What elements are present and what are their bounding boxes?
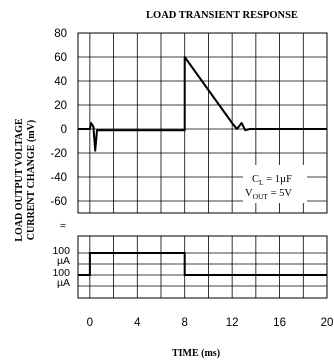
- current-tick-label: 100: [52, 245, 70, 257]
- x-tick-label: 12: [226, 317, 239, 329]
- current-tick-unit: µA: [57, 255, 70, 267]
- series-voltage: [78, 56, 327, 152]
- y-tick-label: 80: [54, 28, 67, 40]
- y-tick-label: 60: [54, 52, 67, 64]
- y-tick-label: -20: [50, 148, 67, 160]
- annotation-line1: CL = 1µF: [252, 174, 292, 187]
- current-tick-unit: µA: [57, 277, 70, 289]
- plot-frame-upper: [77, 32, 328, 214]
- annotation-background: [243, 165, 307, 203]
- y-tick-label: -60: [50, 196, 67, 208]
- plot-frame-lower: [77, 235, 328, 299]
- annotation-line2: VOUT = 5V: [245, 188, 292, 201]
- series-layer: [78, 56, 327, 276]
- x-tick-label: 4: [134, 317, 141, 329]
- x-axis-label: TIME (ms): [172, 348, 220, 359]
- y-axis-label: LOAD OUTPUT VOLTAGE CURRENT CHANGE (mV): [14, 118, 37, 242]
- y-tick-label: 20: [54, 100, 67, 112]
- y-axis-label-line2: CURRENT CHANGE (mV): [26, 120, 37, 240]
- y-tick-label: 40: [54, 76, 67, 88]
- y-tick-label: -40: [50, 172, 67, 184]
- y-axis-label-line1: LOAD OUTPUT VOLTAGE: [14, 118, 25, 242]
- chart-title: LOAD TRANSIENT RESPONSE: [146, 10, 298, 21]
- annotation: CL = 1µF VOUT = 5V: [243, 165, 307, 203]
- y-tick-label: 0: [61, 124, 67, 136]
- x-tick-label: 8: [182, 317, 188, 329]
- series-load-current: [78, 252, 327, 276]
- x-tick-label: 16: [273, 317, 286, 329]
- current-tick-label: 100: [52, 267, 70, 279]
- x-tick-label: 0: [87, 317, 93, 329]
- x-tick-label: 20: [321, 317, 334, 329]
- axis-break-symbol: ≈: [60, 220, 66, 232]
